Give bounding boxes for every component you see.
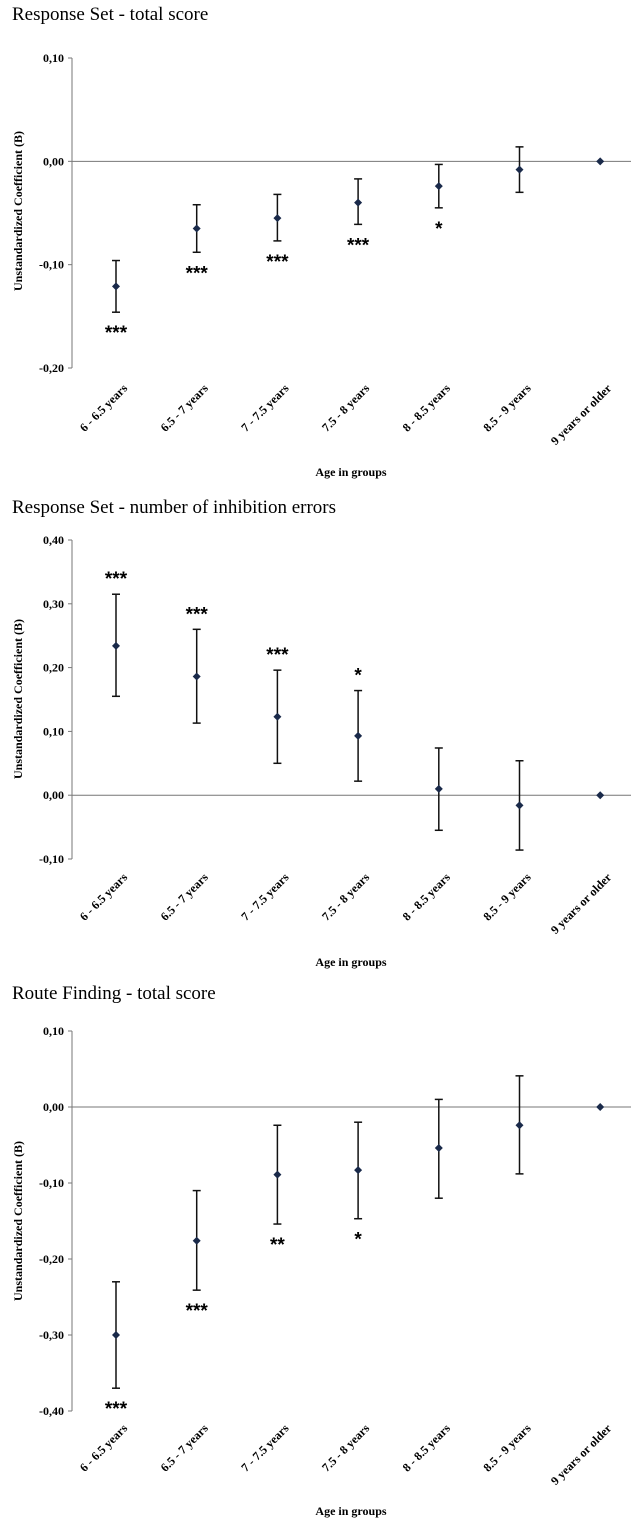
y-tick-label: 0,10 [43,1024,64,1038]
y-tick-label: 0,20 [43,661,64,675]
x-tick-label: 6.5 - 7 years [158,381,211,434]
x-tick-label: 8.5 - 9 years [480,1421,533,1474]
data-point [192,224,201,233]
data-point [354,1166,363,1175]
data-point [596,791,605,800]
x-tick-label: 7.5 - 8 years [319,381,372,434]
x-tick-label: 7.5 - 8 years [319,870,372,923]
data-point [354,731,363,740]
data-point [354,198,363,207]
y-tick-label: 0,00 [43,154,64,168]
x-tick-label: 7.5 - 8 years [319,1421,372,1474]
y-tick-label: 0,10 [43,51,64,65]
x-tick-label: 7 - 7.5 years [238,381,291,434]
data-point [273,712,282,721]
y-tick-label: 0,30 [43,597,64,611]
significance-marker: * [354,1230,362,1251]
x-tick-label: 7 - 7.5 years [238,870,291,923]
significance-marker: * [354,666,362,687]
data-point [434,1144,443,1153]
x-tick-label: 6.5 - 7 years [158,1421,211,1474]
chart-title: Response Set - number of inhibition erro… [12,497,337,518]
x-tick-label: 8.5 - 9 years [480,381,533,434]
chart-panel-inhibition-errors: Response Set - number of inhibition erro… [0,497,631,979]
data-point [596,157,605,166]
significance-marker: *** [186,1301,209,1322]
x-tick-label: 9 years or older [548,381,615,448]
data-point [112,641,120,650]
data-point [192,672,201,681]
x-tick-label: 8 - 8.5 years [400,1421,453,1474]
data-point [434,784,443,793]
x-tick-label: 6 - 6.5 years [77,870,130,923]
y-tick-label: -0,10 [39,1176,64,1190]
significance-marker: *** [347,235,370,256]
data-point [112,1331,120,1339]
y-axis-title: Unstandardized Coefficient (B) [11,131,25,291]
y-tick-label: -0,40 [39,1404,64,1418]
y-tick-label: 0,00 [43,1100,64,1114]
y-tick-label: 0,00 [43,788,64,802]
data-point [273,1170,282,1179]
y-tick-label: -0,10 [39,258,64,272]
chart-svg: 0,40 0,30 0,20 0,10 0,00 -0,10 Unstandardized … [11,533,631,969]
x-tick-label: 9 years or older [548,870,615,937]
x-axis-title: Age in groups [315,1504,386,1518]
significance-marker: *** [105,1399,128,1420]
x-tick-label: 6.5 - 7 years [158,870,211,923]
chart-title: Response Set - total score [12,4,209,25]
chart-svg: 0,10 0,00 -0,10 -0,20 -0,30 -0,40 Unstandardiz… [11,1024,631,1518]
x-axis-title: Age in groups [315,955,386,969]
data-point [112,282,120,291]
x-tick-label: 8 - 8.5 years [400,870,453,923]
chart-title: Route Finding - total score [12,983,216,1004]
x-tick-label: 6 - 6.5 years [77,1421,130,1474]
data-point [596,1103,605,1111]
y-tick-label: -0,30 [39,1328,64,1342]
data-point [192,1236,201,1245]
y-tick-label: 0,10 [43,724,64,738]
significance-marker: ** [270,1235,285,1256]
significance-marker: *** [105,323,128,344]
y-tick-label: -0,20 [39,1252,64,1266]
y-tick-label: -0,20 [39,361,64,375]
data-point [515,801,524,810]
data-point [515,165,524,174]
x-tick-label: 9 years or older [548,1421,615,1488]
x-tick-label: 7 - 7.5 years [238,1421,291,1474]
chart-panel-response-set-total: Response Set - total score 0,10 0,00 -0,10… [0,4,631,496]
chart-panel-route-finding: Route Finding - total score 0,10 0,00 -0,1… [0,983,631,1522]
y-tick-label: 0,40 [43,533,64,547]
chart-svg: 0,10 0,00 -0,10 -0,20 Unstandardized Coeffic… [11,51,631,479]
significance-marker: *** [266,252,289,273]
y-axis-title: Unstandardized Coefficient (B) [11,1141,25,1301]
y-tick-label: -0,10 [39,852,64,866]
y-axis-title: Unstandardized Coefficient (B) [11,619,25,779]
x-tick-label: 8 - 8.5 years [400,381,453,434]
significance-marker: *** [266,645,289,666]
data-point [434,182,443,191]
significance-marker: *** [105,569,128,590]
significance-marker: * [435,219,443,240]
x-tick-label: 8.5 - 9 years [480,870,533,923]
data-point [273,214,282,223]
significance-marker: *** [186,604,209,625]
x-tick-label: 6 - 6.5 years [77,381,130,434]
significance-marker: *** [186,263,209,284]
x-axis-title: Age in groups [315,465,386,479]
data-point [515,1121,524,1130]
